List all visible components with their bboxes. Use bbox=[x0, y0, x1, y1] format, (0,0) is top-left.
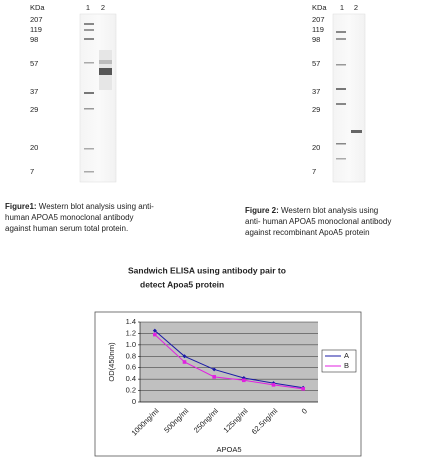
caption-text: Western blot analysis using bbox=[279, 206, 378, 215]
legend-label: B bbox=[344, 361, 349, 370]
caption-text: anti- human APOA5 monoclonal antibody bbox=[245, 217, 391, 226]
lane-label: 1 bbox=[86, 3, 90, 12]
caption-line: anti- human APOA5 monoclonal antibody bbox=[245, 217, 391, 226]
data-point bbox=[153, 332, 157, 337]
marker-label: 7 bbox=[30, 167, 34, 176]
y-tick-label: 0.8 bbox=[126, 351, 136, 360]
kda-label: KDa bbox=[30, 3, 45, 12]
y-tick-label: 0.2 bbox=[126, 386, 136, 395]
series-line bbox=[154, 330, 304, 389]
data-point bbox=[301, 387, 305, 391]
y-tick-label: 1.0 bbox=[126, 340, 136, 349]
caption-text: against recombinant ApoA5 protein bbox=[245, 228, 370, 237]
lane-label: 1 bbox=[340, 3, 344, 12]
marker-label: 119 bbox=[312, 25, 324, 34]
data-point bbox=[152, 328, 157, 333]
legend-box bbox=[321, 349, 357, 373]
y-tick-label: 1.2 bbox=[126, 328, 136, 337]
y-tick-label: 0 bbox=[132, 397, 136, 406]
caption-text: human APOA5 monoclonal antibody bbox=[5, 213, 134, 222]
x-tick-label: 0 bbox=[300, 406, 309, 415]
marker-label: 29 bbox=[30, 105, 38, 114]
caption-line: against recombinant ApoA5 protein bbox=[245, 228, 370, 237]
blot-2 bbox=[332, 13, 366, 183]
marker-label: 20 bbox=[30, 143, 38, 152]
caption-label: Figure1: bbox=[5, 202, 37, 211]
data-point bbox=[242, 378, 246, 383]
data-point bbox=[182, 360, 187, 364]
marker-label: 37 bbox=[30, 87, 38, 96]
y-axis-label: OD(450nm) bbox=[107, 342, 116, 382]
caption-line: human APOA5 monoclonal antibody bbox=[5, 213, 134, 222]
marker-label: 98 bbox=[312, 35, 320, 44]
marker-label: 57 bbox=[312, 59, 320, 68]
marker-label: 7 bbox=[312, 167, 316, 176]
caption-line: Figure1: Western blot analysis using ant… bbox=[5, 202, 154, 211]
marker-label: 37 bbox=[312, 87, 320, 96]
plot-area bbox=[140, 322, 318, 402]
chart-title: Sandwich ELISA using antibody pair to bbox=[128, 265, 286, 275]
legend-label: A bbox=[344, 351, 349, 360]
data-point bbox=[212, 375, 216, 379]
caption-label: Figure 2: bbox=[245, 206, 279, 215]
caption-line: against human serum total protein. bbox=[5, 224, 128, 233]
marker-label: 20 bbox=[312, 143, 320, 152]
marker-label: 98 bbox=[30, 35, 38, 44]
data-point bbox=[182, 354, 187, 359]
marker-label: 207 bbox=[30, 15, 43, 24]
y-tick-label: 0.4 bbox=[126, 374, 136, 383]
y-tick-label: 0.6 bbox=[126, 363, 136, 372]
y-tick-label: 1.4 bbox=[126, 317, 136, 326]
chart-title: detect Apoa5 protein bbox=[140, 279, 224, 289]
x-axis-label: APOA5 bbox=[216, 445, 241, 454]
lane-label: 2 bbox=[354, 3, 358, 12]
marker-label: 29 bbox=[312, 105, 320, 114]
series-line bbox=[154, 334, 304, 390]
marker-label: 207 bbox=[312, 15, 325, 24]
kda-label: KDa bbox=[312, 3, 327, 12]
data-point bbox=[212, 367, 217, 372]
lane-label: 2 bbox=[101, 3, 105, 12]
caption-line: Figure 2: Western blot analysis using bbox=[245, 206, 378, 215]
data-point bbox=[271, 383, 276, 387]
caption-text: Western blot analysis using anti- bbox=[37, 202, 155, 211]
marker-label: 57 bbox=[30, 59, 38, 68]
blot-1 bbox=[79, 13, 117, 183]
caption-text: against human serum total protein. bbox=[5, 224, 128, 233]
marker-label: 119 bbox=[30, 25, 42, 34]
